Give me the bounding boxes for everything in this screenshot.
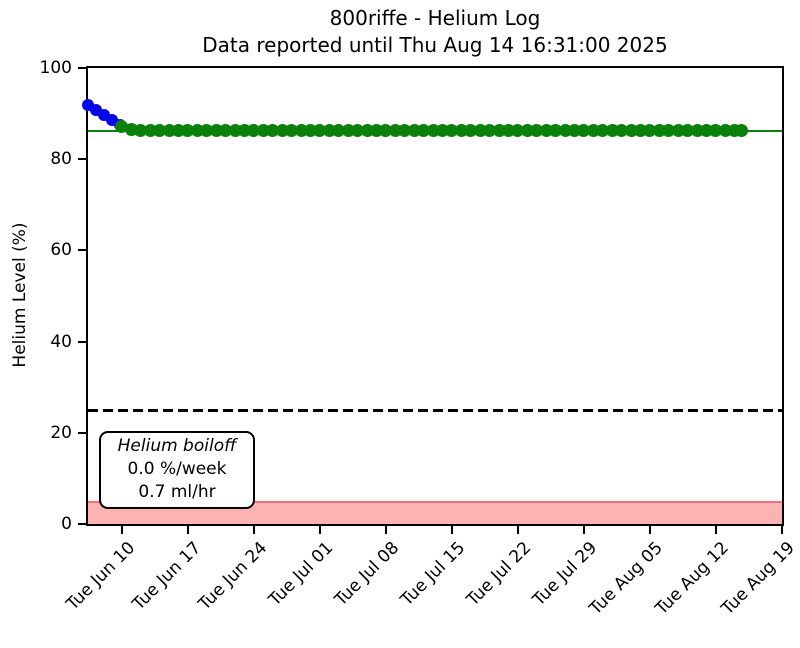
y-tick-label: 80: [50, 149, 72, 170]
plot-border-right: [782, 66, 784, 526]
chart-title-line1: 800riffe - Helium Log: [329, 6, 541, 30]
band-low-level-warning: [88, 501, 782, 524]
x-tick: [516, 526, 519, 534]
annotation-box: Helium boiloff 0.0 %/week 0.7 ml/hr: [99, 431, 255, 509]
data-point-green: [734, 123, 748, 137]
y-tick-label: 100: [39, 58, 72, 78]
plot-border-bottom: [86, 524, 784, 526]
y-tick-label: 0: [61, 514, 72, 534]
x-tick-label-text: Tue Jul 15: [396, 538, 470, 611]
x-tick: [120, 526, 123, 534]
chart-title-line2: Data reported until Thu Aug 14 16:31:00 …: [202, 33, 668, 57]
y-tick-label: 20: [50, 422, 72, 443]
x-tick-label-text: Tue Jul 22: [462, 538, 536, 611]
annotation-line-boiloff-volume: 0.7 ml/hr: [138, 482, 216, 502]
x-tick-label-text: Tue Jun 24: [194, 538, 272, 615]
plot-border-top: [86, 66, 784, 68]
y-tick: [78, 249, 86, 252]
y-tick: [78, 340, 86, 343]
y-tick: [78, 431, 86, 434]
y-tick: [78, 158, 86, 161]
x-tick: [714, 526, 717, 534]
chart-title: 800riffe - Helium Log Data reported unti…: [88, 5, 782, 59]
x-tick-label-text: Tue Jun 17: [128, 538, 206, 615]
threshold-line: [88, 408, 782, 412]
y-tick: [78, 67, 86, 69]
x-tick: [582, 526, 585, 534]
x-tick-label-text: Tue Jun 10: [62, 538, 140, 615]
x-tick: [450, 526, 453, 534]
y-tick: [78, 523, 86, 525]
x-tick: [186, 526, 189, 534]
x-tick: [252, 526, 255, 534]
x-tick: [781, 526, 783, 534]
x-tick: [318, 526, 321, 534]
plot-border-left: [86, 66, 88, 526]
y-tick-label: 40: [50, 331, 72, 352]
annotation-title: Helium boiloff: [117, 436, 237, 456]
x-tick: [384, 526, 387, 534]
y-tick-label: 60: [50, 240, 72, 261]
x-tick-label-text: Tue Jul 01: [264, 538, 338, 611]
x-tick-label-text: Tue Jul 08: [330, 538, 404, 611]
x-tick: [648, 526, 651, 534]
annotation-line-boiloff-rate: 0.0 %/week: [127, 459, 227, 479]
